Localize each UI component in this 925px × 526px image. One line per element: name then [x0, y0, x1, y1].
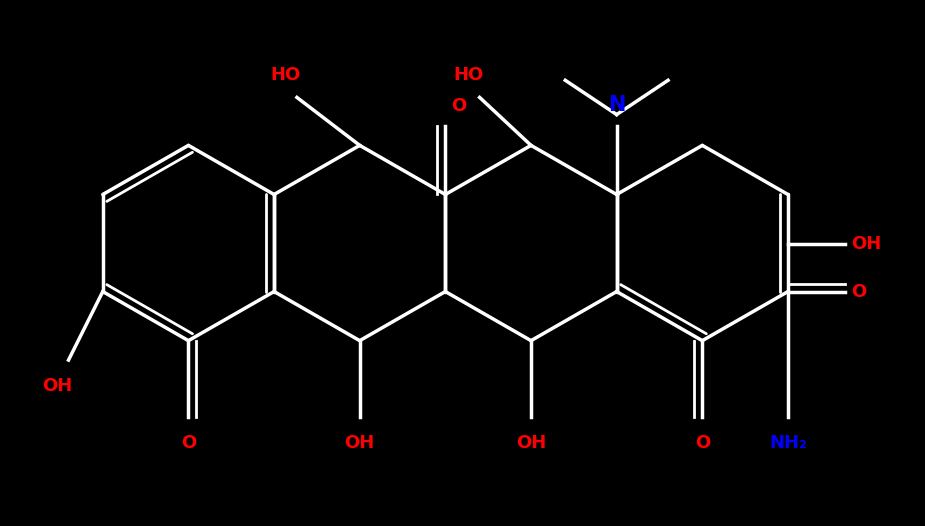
Text: OH: OH [851, 235, 881, 252]
Text: O: O [695, 434, 710, 452]
Text: NH₂: NH₂ [769, 434, 807, 452]
Text: O: O [451, 97, 466, 115]
Text: HO: HO [453, 66, 484, 84]
Text: O: O [851, 282, 866, 300]
Text: OH: OH [516, 434, 546, 452]
Text: OH: OH [42, 377, 72, 395]
Text: N: N [608, 95, 625, 115]
Text: OH: OH [345, 434, 375, 452]
Text: HO: HO [270, 66, 301, 84]
Text: O: O [180, 434, 196, 452]
